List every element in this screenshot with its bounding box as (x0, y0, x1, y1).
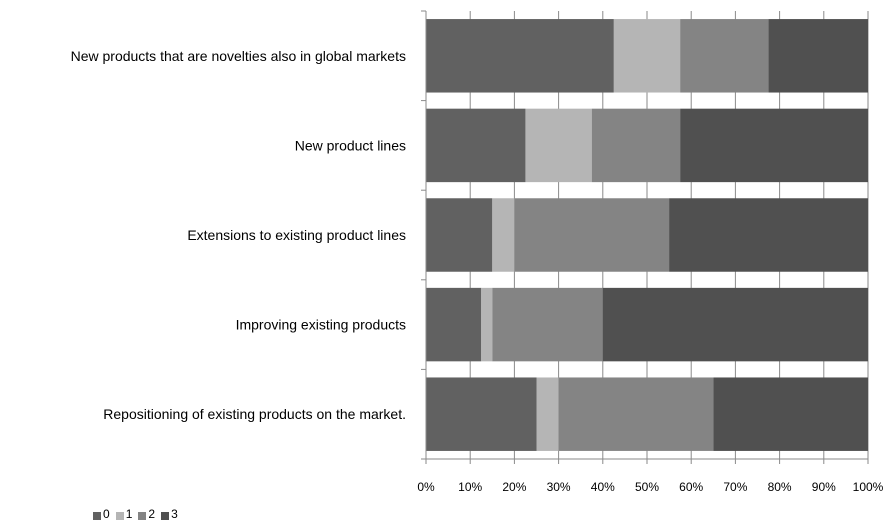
legend-label: 3 (171, 507, 178, 521)
legend-swatch (93, 511, 101, 520)
x-tick-label: 80% (768, 480, 792, 494)
x-tick-label: 60% (679, 480, 703, 494)
x-tick-label: 20% (502, 480, 526, 494)
legend-item-3: 3 (161, 507, 178, 521)
category-label: Repositioning of existing products on th… (103, 406, 406, 422)
legend-swatch (161, 511, 170, 520)
legend-label: 0 (103, 507, 110, 521)
legend-swatch (138, 511, 147, 520)
bar-3-series-0 (426, 287, 482, 362)
bar-2-series-3 (669, 198, 868, 272)
bar-2-series-2 (514, 198, 670, 272)
x-tick-label: 40% (591, 480, 615, 494)
legend-label: 1 (125, 507, 133, 521)
legend-item-0: 0 (93, 507, 110, 521)
bar-4-series-2 (558, 377, 714, 451)
tick-labels: 0% 10% 20% 30% 40% 50% 60% 70% 80% 90% 100% (417, 480, 883, 494)
legend-label: 2 (148, 507, 156, 521)
bars-group (426, 19, 868, 451)
legend-item-1: 1 (115, 507, 133, 521)
bar-0-series-3 (768, 19, 868, 93)
category-label: Extensions to existing product lines (187, 227, 406, 243)
x-tick-label: 100% (853, 480, 884, 494)
bar-2-series-1 (492, 198, 515, 272)
bar-3-series-3 (602, 287, 868, 362)
legend: 0 1 2 3 (93, 507, 178, 521)
x-tick-label: 0% (417, 480, 435, 494)
bar-1-series-1 (525, 108, 592, 183)
bar-0-series-1 (613, 19, 681, 93)
category-label: Improving existing products (236, 317, 406, 333)
x-tick-label: 10% (458, 480, 482, 494)
bar-3-series-1 (481, 287, 493, 362)
bar-0-series-0 (426, 19, 614, 93)
bar-4-series-3 (713, 377, 868, 451)
x-tick-label: 30% (547, 480, 571, 494)
bar-4-series-0 (426, 377, 537, 451)
bar-4-series-1 (536, 377, 559, 451)
legend-item-2: 2 (138, 507, 155, 521)
axes-group (421, 10, 869, 464)
category-label: New products that are novelties also in … (71, 48, 406, 64)
bar-1-series-3 (680, 108, 868, 183)
bar-1-series-2 (591, 108, 681, 183)
x-tick-label: 50% (635, 480, 659, 494)
bar-3-series-2 (492, 287, 603, 362)
x-tick-label: 90% (812, 480, 836, 494)
x-tick-label: 70% (723, 480, 747, 494)
bar-1-series-0 (426, 108, 526, 183)
bar-2-series-0 (426, 198, 493, 272)
category-labels: New products that are novelties also in … (71, 48, 406, 422)
bar-0-series-2 (680, 19, 769, 93)
legend-swatch (115, 511, 124, 520)
category-label: New product lines (295, 137, 406, 153)
